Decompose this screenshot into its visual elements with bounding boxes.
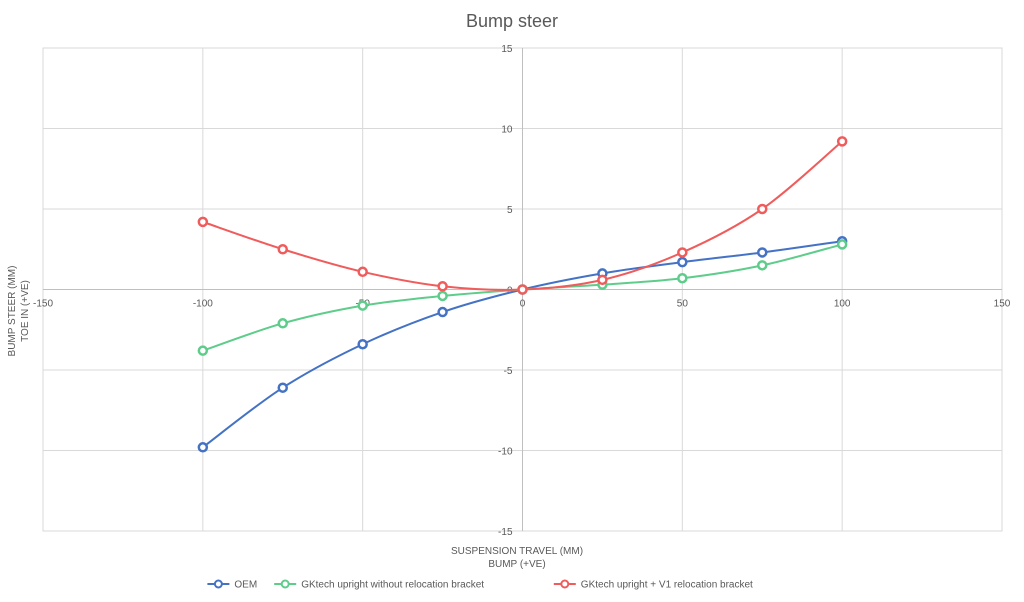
data-point bbox=[197, 345, 209, 356]
data-point bbox=[197, 442, 209, 453]
x-tick-label: 150 bbox=[994, 299, 1011, 310]
data-point bbox=[437, 306, 448, 318]
x-axis-title-line1: SUSPENSION TRAVEL (MM) bbox=[451, 546, 583, 557]
y-axis-title-line1: BUMP STEER (MM) bbox=[7, 266, 18, 357]
data-point bbox=[437, 281, 448, 292]
y-axis-title-line2: TOE IN (+VE) bbox=[20, 280, 31, 342]
x-tick-label: 0 bbox=[520, 299, 526, 310]
data-point bbox=[677, 256, 688, 268]
legend: OEM GKtech upright without relocation bra… bbox=[207, 579, 753, 591]
data-point bbox=[357, 266, 368, 278]
x-axis-title-line2: BUMP (+VE) bbox=[488, 559, 545, 570]
legend-label: GKtech upright + V1 relocation bracket bbox=[581, 580, 753, 591]
legend-item: GKtech upright without relocation bracke… bbox=[274, 579, 484, 591]
data-point bbox=[277, 318, 288, 329]
legend-item: OEM bbox=[207, 579, 257, 591]
y-tick-label: 10 bbox=[501, 125, 513, 136]
data-point bbox=[757, 247, 768, 258]
data-point bbox=[357, 300, 368, 311]
x-tick-label: -100 bbox=[193, 299, 213, 310]
legend-marker bbox=[560, 579, 570, 589]
legend-label: OEM bbox=[234, 580, 257, 591]
legend-label: GKtech upright without relocation bracke… bbox=[301, 580, 484, 591]
data-point bbox=[597, 274, 608, 286]
y-tick-label: 15 bbox=[501, 44, 513, 55]
chart-title: Bump steer bbox=[466, 11, 558, 31]
data-point bbox=[357, 338, 368, 350]
data-point bbox=[437, 290, 448, 302]
data-point bbox=[757, 203, 768, 215]
series-3 bbox=[197, 136, 848, 295]
y-tick-label: -10 bbox=[498, 447, 513, 458]
data-series bbox=[197, 136, 848, 453]
x-tick-label: -150 bbox=[33, 299, 53, 310]
legend-marker bbox=[280, 579, 290, 589]
data-point bbox=[277, 244, 288, 255]
data-point bbox=[677, 272, 688, 284]
legend-item: GKtech upright + V1 relocation bracket bbox=[553, 579, 753, 591]
data-point bbox=[836, 239, 848, 250]
y-tick-label: -5 bbox=[504, 366, 513, 377]
data-point bbox=[677, 247, 688, 258]
y-tick-label: 5 bbox=[507, 205, 513, 216]
x-tick-label: 50 bbox=[677, 299, 689, 310]
legend-marker bbox=[213, 579, 223, 589]
data-point bbox=[277, 382, 288, 393]
y-tick-label: -15 bbox=[498, 527, 513, 538]
data-point bbox=[836, 136, 848, 147]
x-tick-label: 100 bbox=[834, 299, 851, 310]
data-point bbox=[517, 284, 528, 295]
data-point bbox=[757, 260, 768, 271]
data-point bbox=[197, 216, 209, 228]
